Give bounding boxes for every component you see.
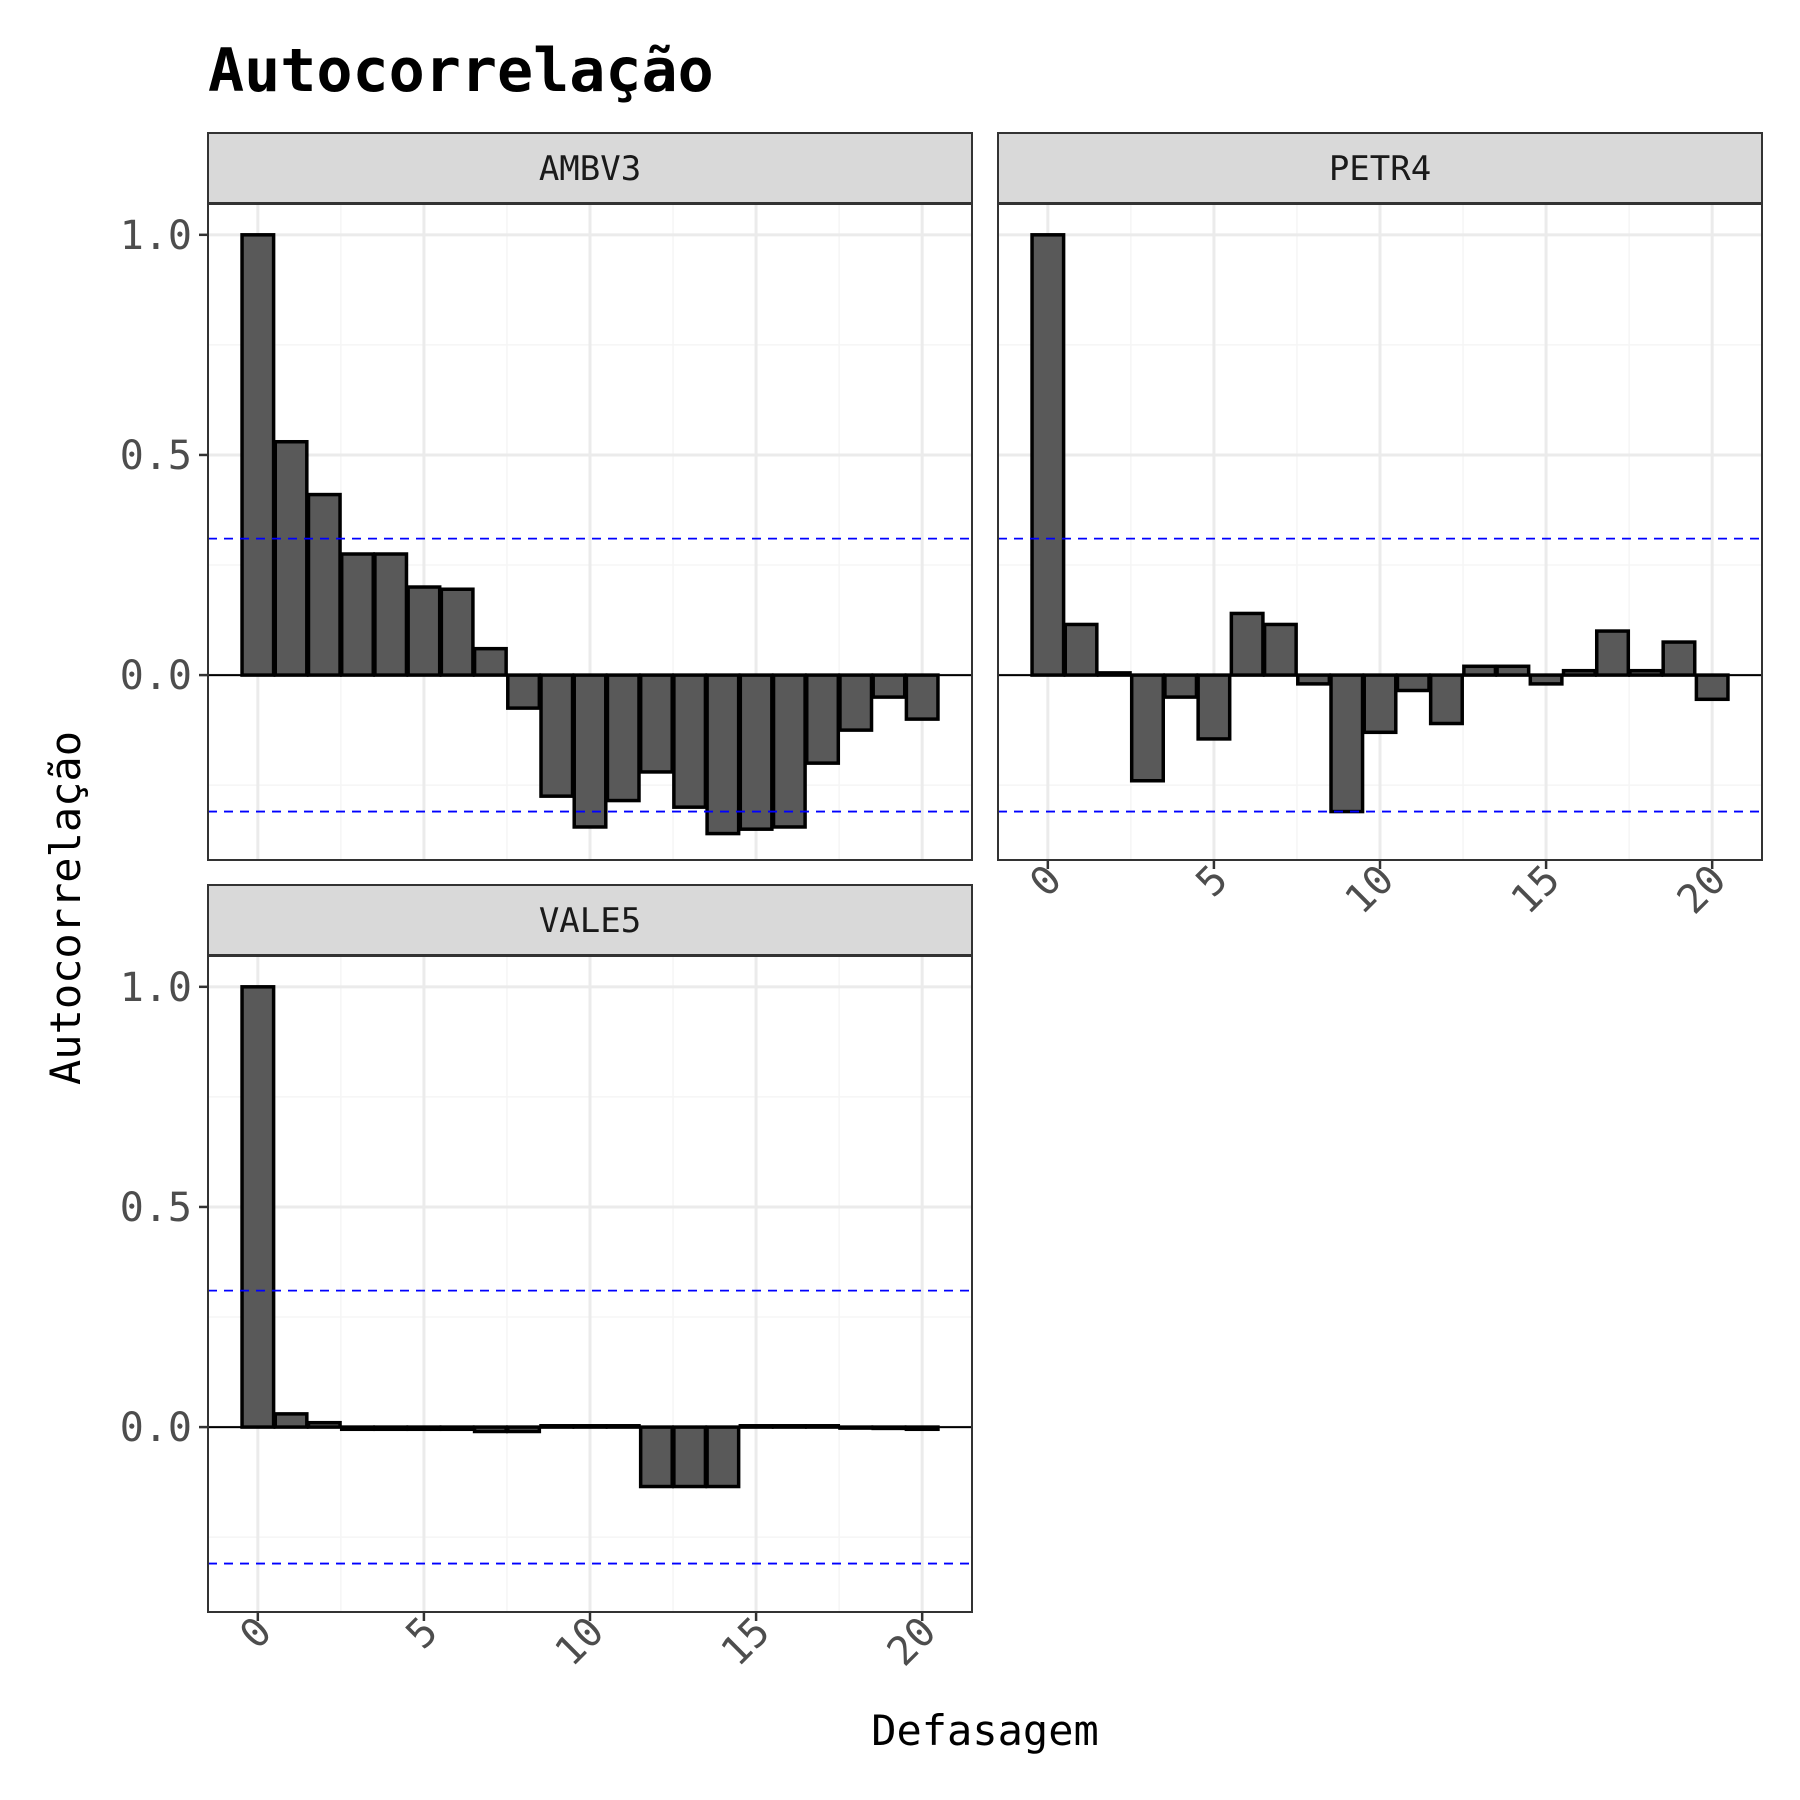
facet-panel-ambv3: AMBV3 0.0 0.5 1.0 — [120, 132, 973, 861]
facet-panel-vale5: VALE5 0.0 0.5 1.0 0 5 10 15 20 — [120, 884, 973, 1676]
y-tick-label: 1.0 — [120, 965, 192, 1011]
panel-border — [207, 203, 973, 861]
acf-bar — [1296, 673, 1332, 686]
acf-bar — [804, 673, 841, 765]
acf-bar — [1196, 673, 1232, 741]
acf-bar — [1495, 664, 1531, 677]
acf-bar — [572, 673, 608, 829]
y-tick-label: 1.0 — [120, 213, 192, 259]
acf-bar — [240, 985, 276, 1429]
acf-bar — [439, 587, 475, 677]
x-tick-label: 0 — [1021, 857, 1071, 907]
acf-bar — [605, 673, 641, 803]
acf-bar — [539, 673, 575, 798]
facet-panel-petr4: PETR4 0 5 10 15 20 — [997, 132, 1763, 924]
acf-bar — [406, 585, 442, 677]
y-tick-label: 0.5 — [120, 1185, 192, 1231]
acf-bar — [1395, 673, 1431, 693]
acf-bar — [1428, 673, 1464, 726]
y-tick-label: 0.0 — [120, 653, 192, 699]
x-axis-title: Defasagem — [871, 1706, 1099, 1755]
facet-strip — [207, 884, 973, 956]
x-tick-label: 20 — [879, 1609, 946, 1676]
acf-bar — [1262, 622, 1298, 677]
y-axis-title: Autocorrelação — [41, 731, 90, 1085]
facet-strip — [997, 132, 1763, 204]
facet-strip-label: AMBV3 — [539, 149, 641, 189]
acf-bar — [1661, 640, 1697, 677]
acf-bar — [705, 1425, 741, 1489]
acf-bar — [1129, 673, 1166, 783]
acf-bar — [738, 673, 774, 831]
acf-bar — [638, 673, 674, 774]
facet-panels: AMBV3 0.0 0.5 1.0 PETR4 0 5 10 15 20 VALE5 0.0 0.5 1.… — [120, 132, 1763, 1676]
acf-bar — [771, 673, 807, 829]
acf-bar — [373, 552, 409, 677]
acf-bar — [705, 673, 741, 836]
acf-bar — [339, 552, 376, 677]
y-tick-label: 0.0 — [120, 1405, 192, 1451]
x-tick-label: 15 — [713, 1609, 780, 1676]
acf-bar — [672, 673, 708, 809]
x-tick-label: 5 — [1187, 857, 1237, 907]
x-tick-label: 10 — [546, 1609, 613, 1676]
acf-bar — [1163, 673, 1199, 699]
x-tick-label: 20 — [1669, 857, 1736, 924]
x-tick-label: 15 — [1503, 857, 1570, 924]
chart-title: Autocorrelação — [208, 36, 714, 106]
acf-bar — [1063, 622, 1099, 677]
y-tick-label: 0.5 — [120, 433, 192, 479]
acf-bar — [871, 673, 907, 699]
acf-bar — [672, 1425, 708, 1489]
facet-strip-label: PETR4 — [1329, 149, 1431, 189]
acf-bar — [472, 646, 508, 677]
x-tick-label: 10 — [1336, 857, 1403, 924]
acf-bar — [506, 673, 542, 710]
acf-bar — [273, 439, 309, 677]
acf-bar — [638, 1425, 674, 1489]
acf-bar — [1329, 673, 1365, 814]
acf-bar — [1362, 673, 1398, 735]
acf-bar — [838, 673, 874, 732]
acf-bar — [1229, 611, 1265, 677]
acf-bar — [1030, 233, 1066, 677]
acf-bar — [273, 1412, 309, 1429]
acf-bar — [1528, 673, 1564, 686]
acf-bar — [1462, 664, 1498, 677]
x-tick-label: 5 — [397, 1609, 447, 1659]
facet-strip — [207, 132, 973, 204]
facet-strip-label: VALE5 — [539, 901, 641, 941]
acf-bar — [1594, 629, 1631, 677]
x-tick-label: 0 — [231, 1609, 281, 1659]
acf-bar — [306, 492, 342, 677]
acf-bar — [240, 233, 276, 677]
acf-bar — [1694, 673, 1730, 702]
acf-bar — [904, 673, 940, 721]
